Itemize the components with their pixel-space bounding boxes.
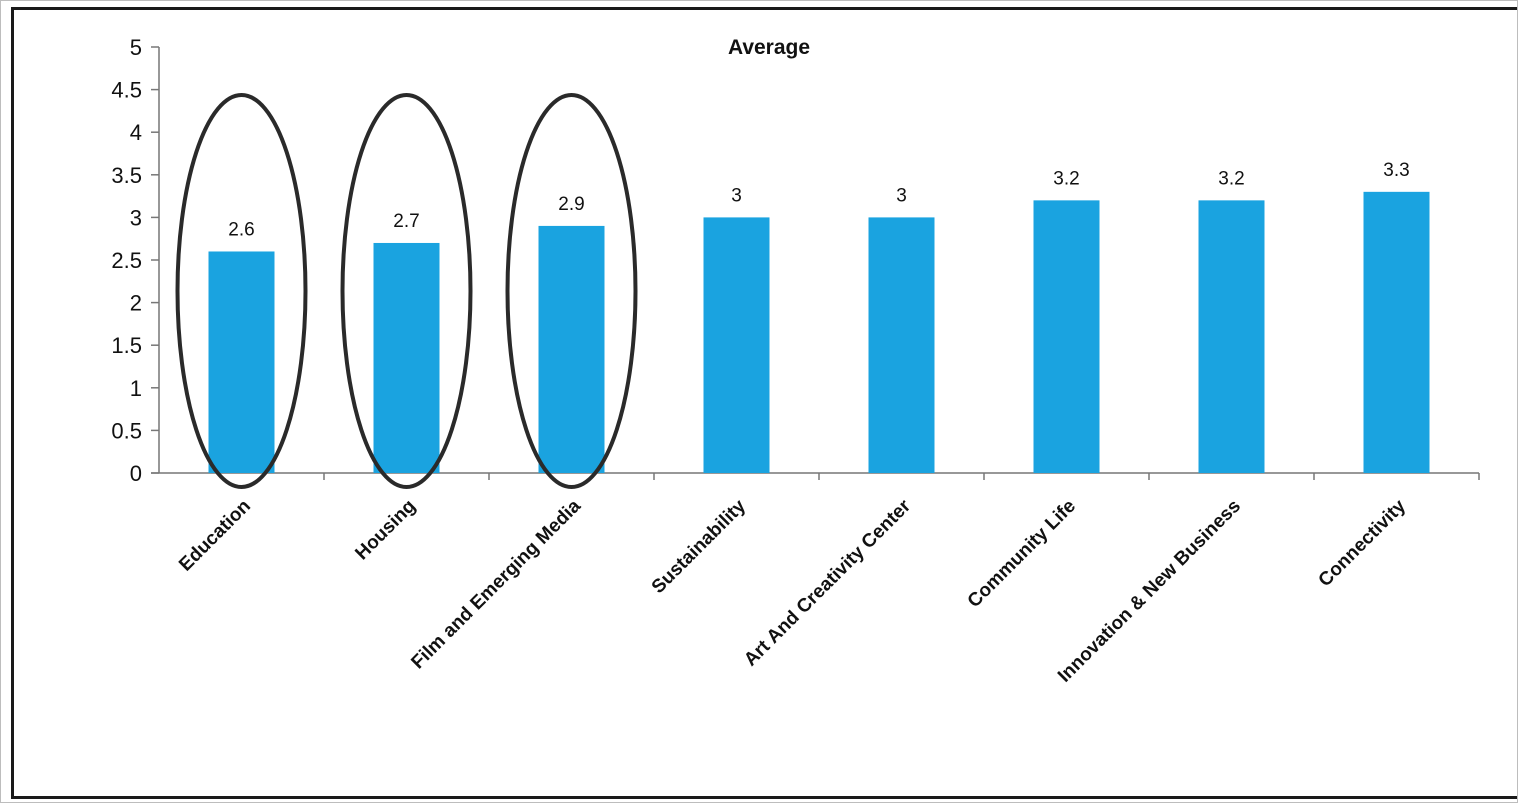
bar <box>538 225 605 473</box>
data-label: 2.7 <box>393 211 419 232</box>
category-label: Art And Creativity Center <box>740 495 915 670</box>
y-tick-label: 2.5 <box>111 248 142 273</box>
y-tick-label: 0 <box>130 461 142 486</box>
category-label: Education <box>175 496 255 576</box>
category-label: Film and Emerging Media <box>407 495 585 673</box>
bar <box>703 217 770 473</box>
data-label: 2.6 <box>228 219 254 240</box>
y-tick-label: 4 <box>130 120 142 145</box>
highlight-circle <box>175 93 308 489</box>
y-tick-label: 3 <box>130 205 142 230</box>
highlight-circle <box>340 93 473 489</box>
category-label: Innovation & New Business <box>1054 496 1245 687</box>
category-label: Connectivity <box>1315 495 1411 591</box>
highlight-circle <box>505 93 638 489</box>
y-tick-label: 1.5 <box>111 333 142 358</box>
y-tick-label: 1 <box>130 376 142 401</box>
bar <box>868 217 935 473</box>
category-label: Sustainability <box>648 495 751 598</box>
bar <box>208 251 275 473</box>
category-label: Housing <box>351 496 420 565</box>
category-label: Community Life <box>964 496 1080 612</box>
bar <box>1363 191 1430 473</box>
y-tick-label: 2 <box>130 291 142 316</box>
y-tick-label: 3.5 <box>111 163 142 188</box>
data-label: 3.2 <box>1053 168 1079 189</box>
data-label: 3 <box>731 185 742 206</box>
y-tick-label: 5 <box>130 35 142 60</box>
bar <box>1033 200 1100 474</box>
bar <box>1198 200 1265 474</box>
data-label: 3 <box>896 185 907 206</box>
data-label: 2.9 <box>558 194 584 215</box>
bar <box>373 242 440 473</box>
data-label: 3.2 <box>1218 168 1244 189</box>
chart-title: Average <box>728 36 810 59</box>
y-tick-label: 4.5 <box>111 78 142 103</box>
y-tick-label: 0.5 <box>111 418 142 443</box>
data-label: 3.3 <box>1383 160 1409 181</box>
